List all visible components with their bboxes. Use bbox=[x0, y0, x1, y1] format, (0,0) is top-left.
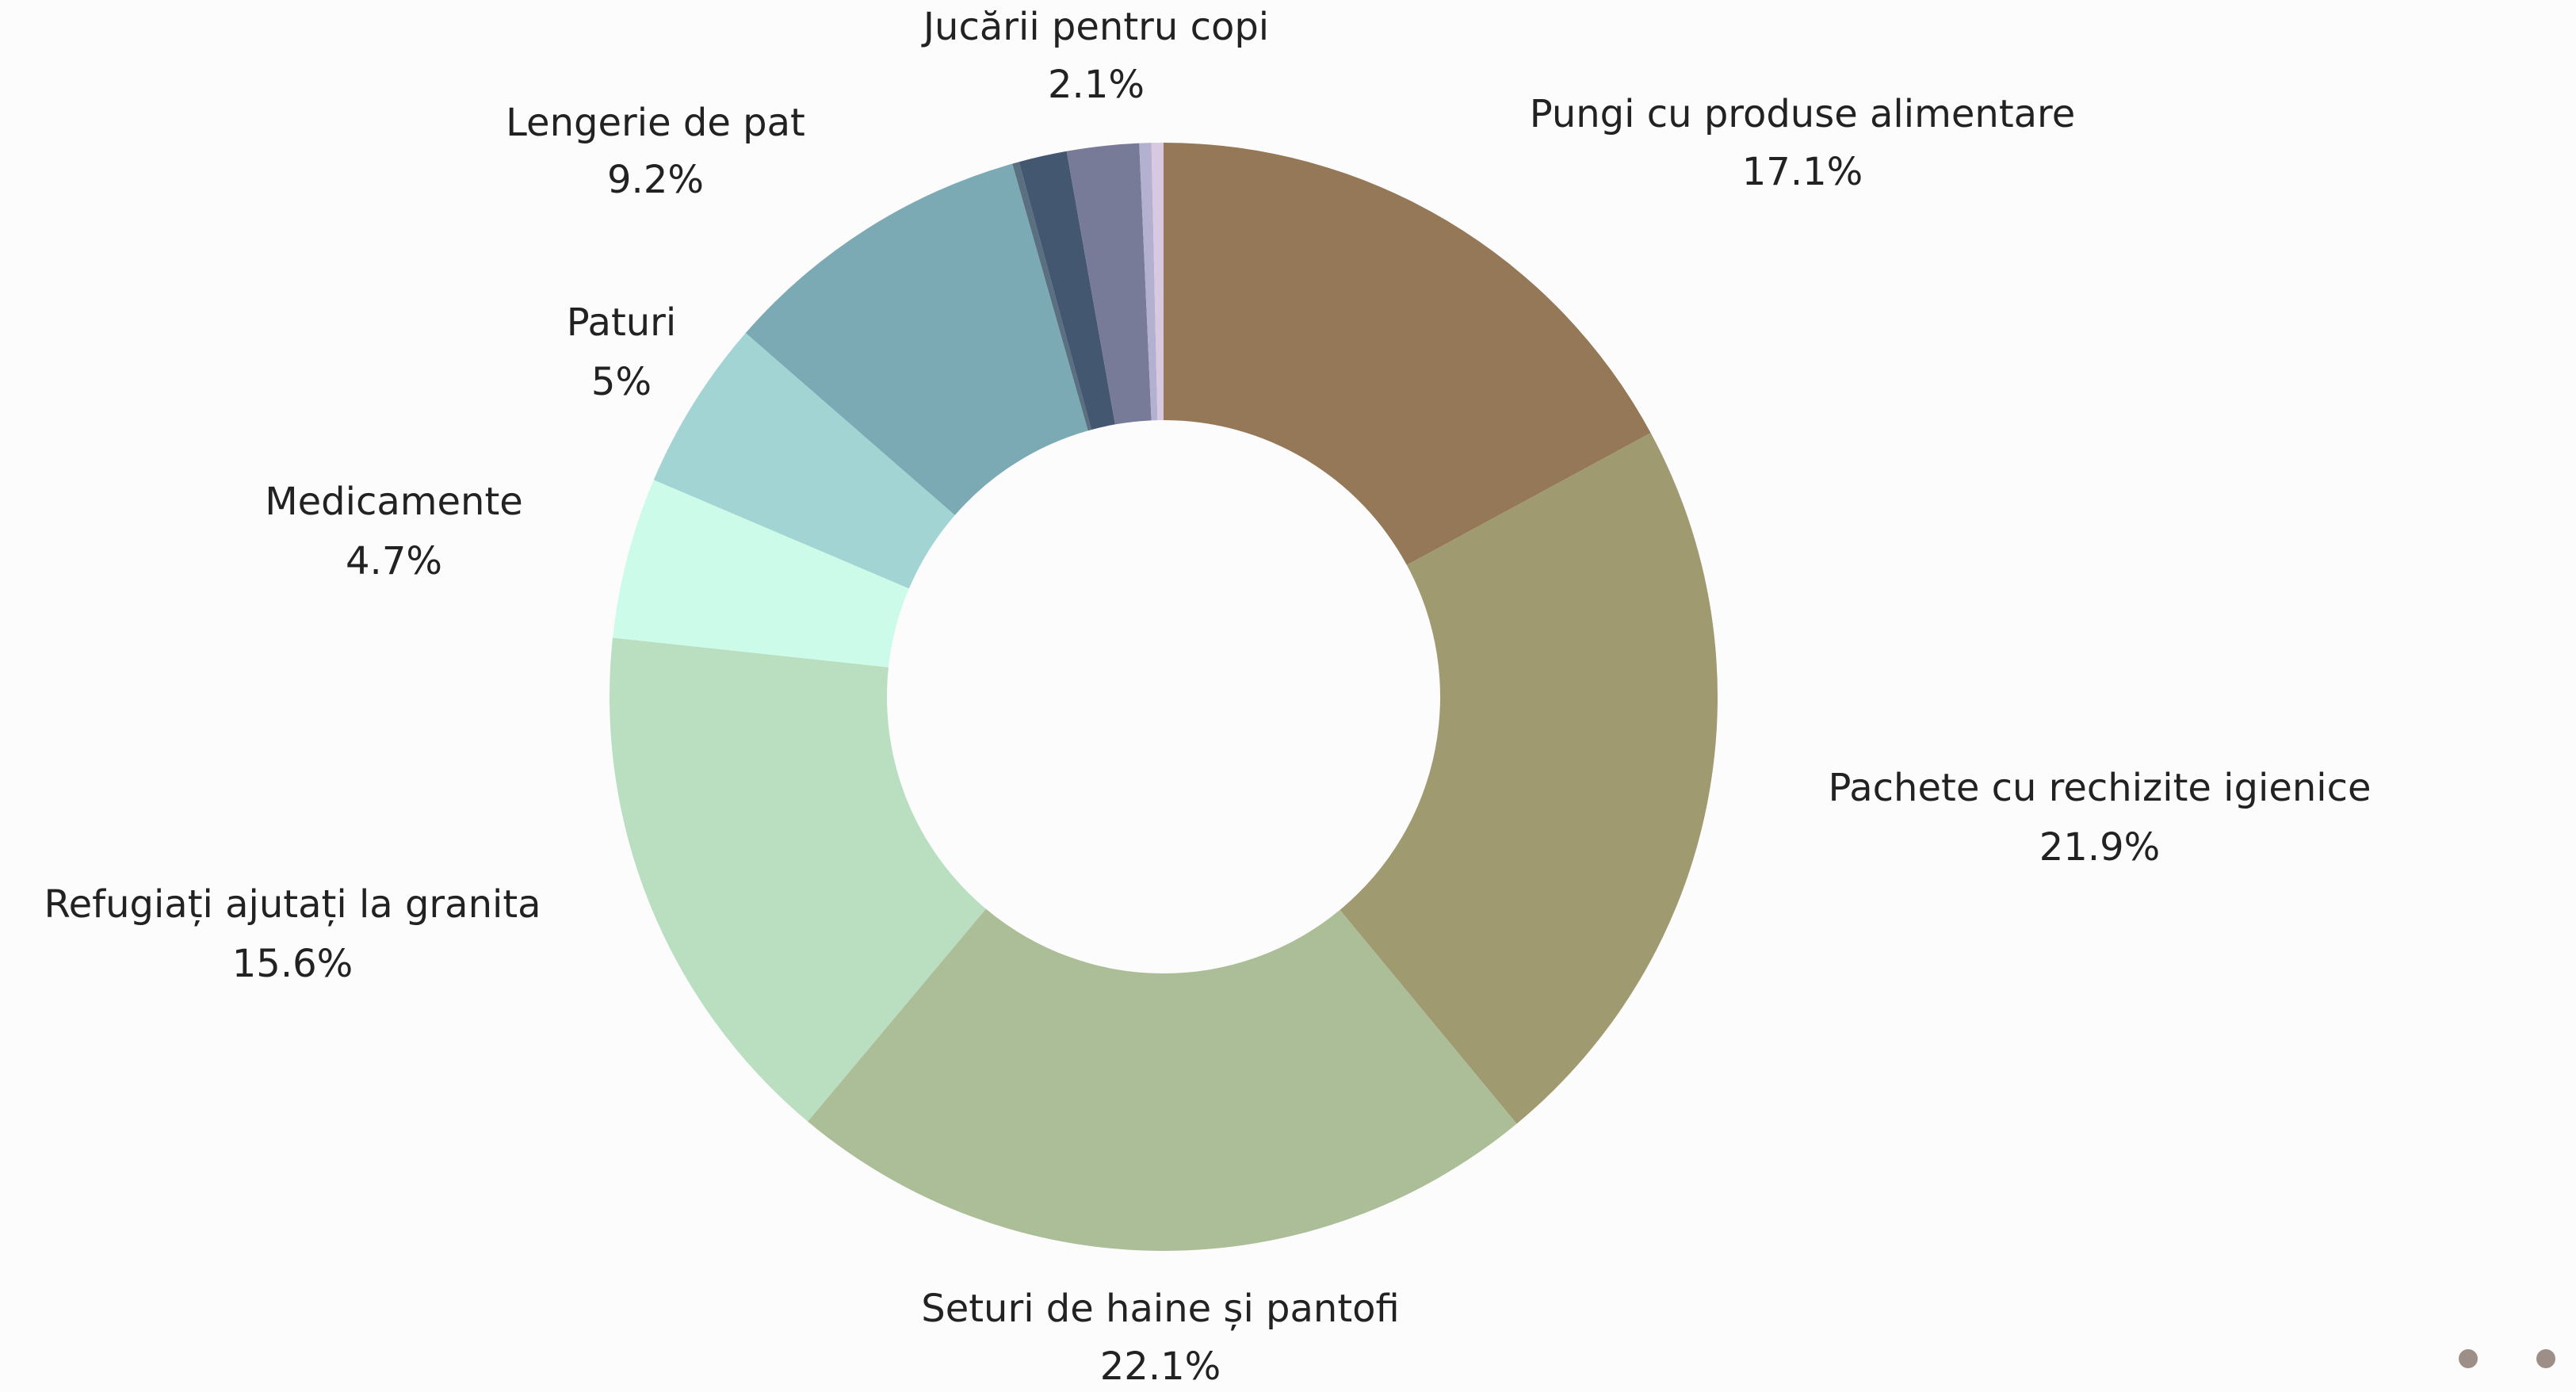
value-label: 2.1% bbox=[1048, 63, 1145, 107]
pager-dot[interactable] bbox=[2459, 1349, 2478, 1368]
slice-label: Refugiați ajutați la granita bbox=[44, 882, 541, 927]
value-label: 21.9% bbox=[2039, 825, 2160, 870]
slice-label: Jucării pentru copi bbox=[921, 5, 1269, 49]
slice bbox=[1019, 151, 1115, 430]
slice bbox=[653, 333, 955, 589]
slice bbox=[610, 637, 986, 1122]
slice bbox=[1139, 143, 1158, 421]
slice bbox=[1340, 433, 1718, 1124]
value-label: 15.6% bbox=[232, 942, 353, 986]
slice bbox=[808, 908, 1517, 1251]
labels: Pungi cu produse alimentare 17.1% Pachete … bbox=[44, 5, 2371, 1389]
slice-label: Pachete cu rechizite igienice bbox=[1828, 766, 2371, 810]
slice-label: Pungi cu produse alimentare bbox=[1530, 92, 2076, 136]
pager-dot[interactable] bbox=[2536, 1349, 2555, 1368]
value-label: 4.7% bbox=[346, 539, 442, 583]
slice bbox=[1164, 143, 1651, 565]
value-label: 17.1% bbox=[1742, 150, 1863, 194]
slice bbox=[745, 163, 1088, 515]
value-label: 9.2% bbox=[607, 158, 704, 202]
slice-label: Paturi bbox=[567, 300, 677, 345]
slice-label: Lengerie de pat bbox=[506, 101, 805, 145]
slice bbox=[1151, 143, 1164, 421]
donut bbox=[610, 143, 1718, 1251]
slice-label: Medicamente bbox=[265, 480, 523, 524]
slice bbox=[1066, 143, 1152, 425]
slice bbox=[1012, 162, 1091, 431]
slice-label: Seturi de haine și pantofi bbox=[921, 1287, 1400, 1331]
value-label: 22.1% bbox=[1100, 1344, 1221, 1389]
slice bbox=[612, 480, 909, 667]
value-label: 5% bbox=[591, 360, 652, 404]
